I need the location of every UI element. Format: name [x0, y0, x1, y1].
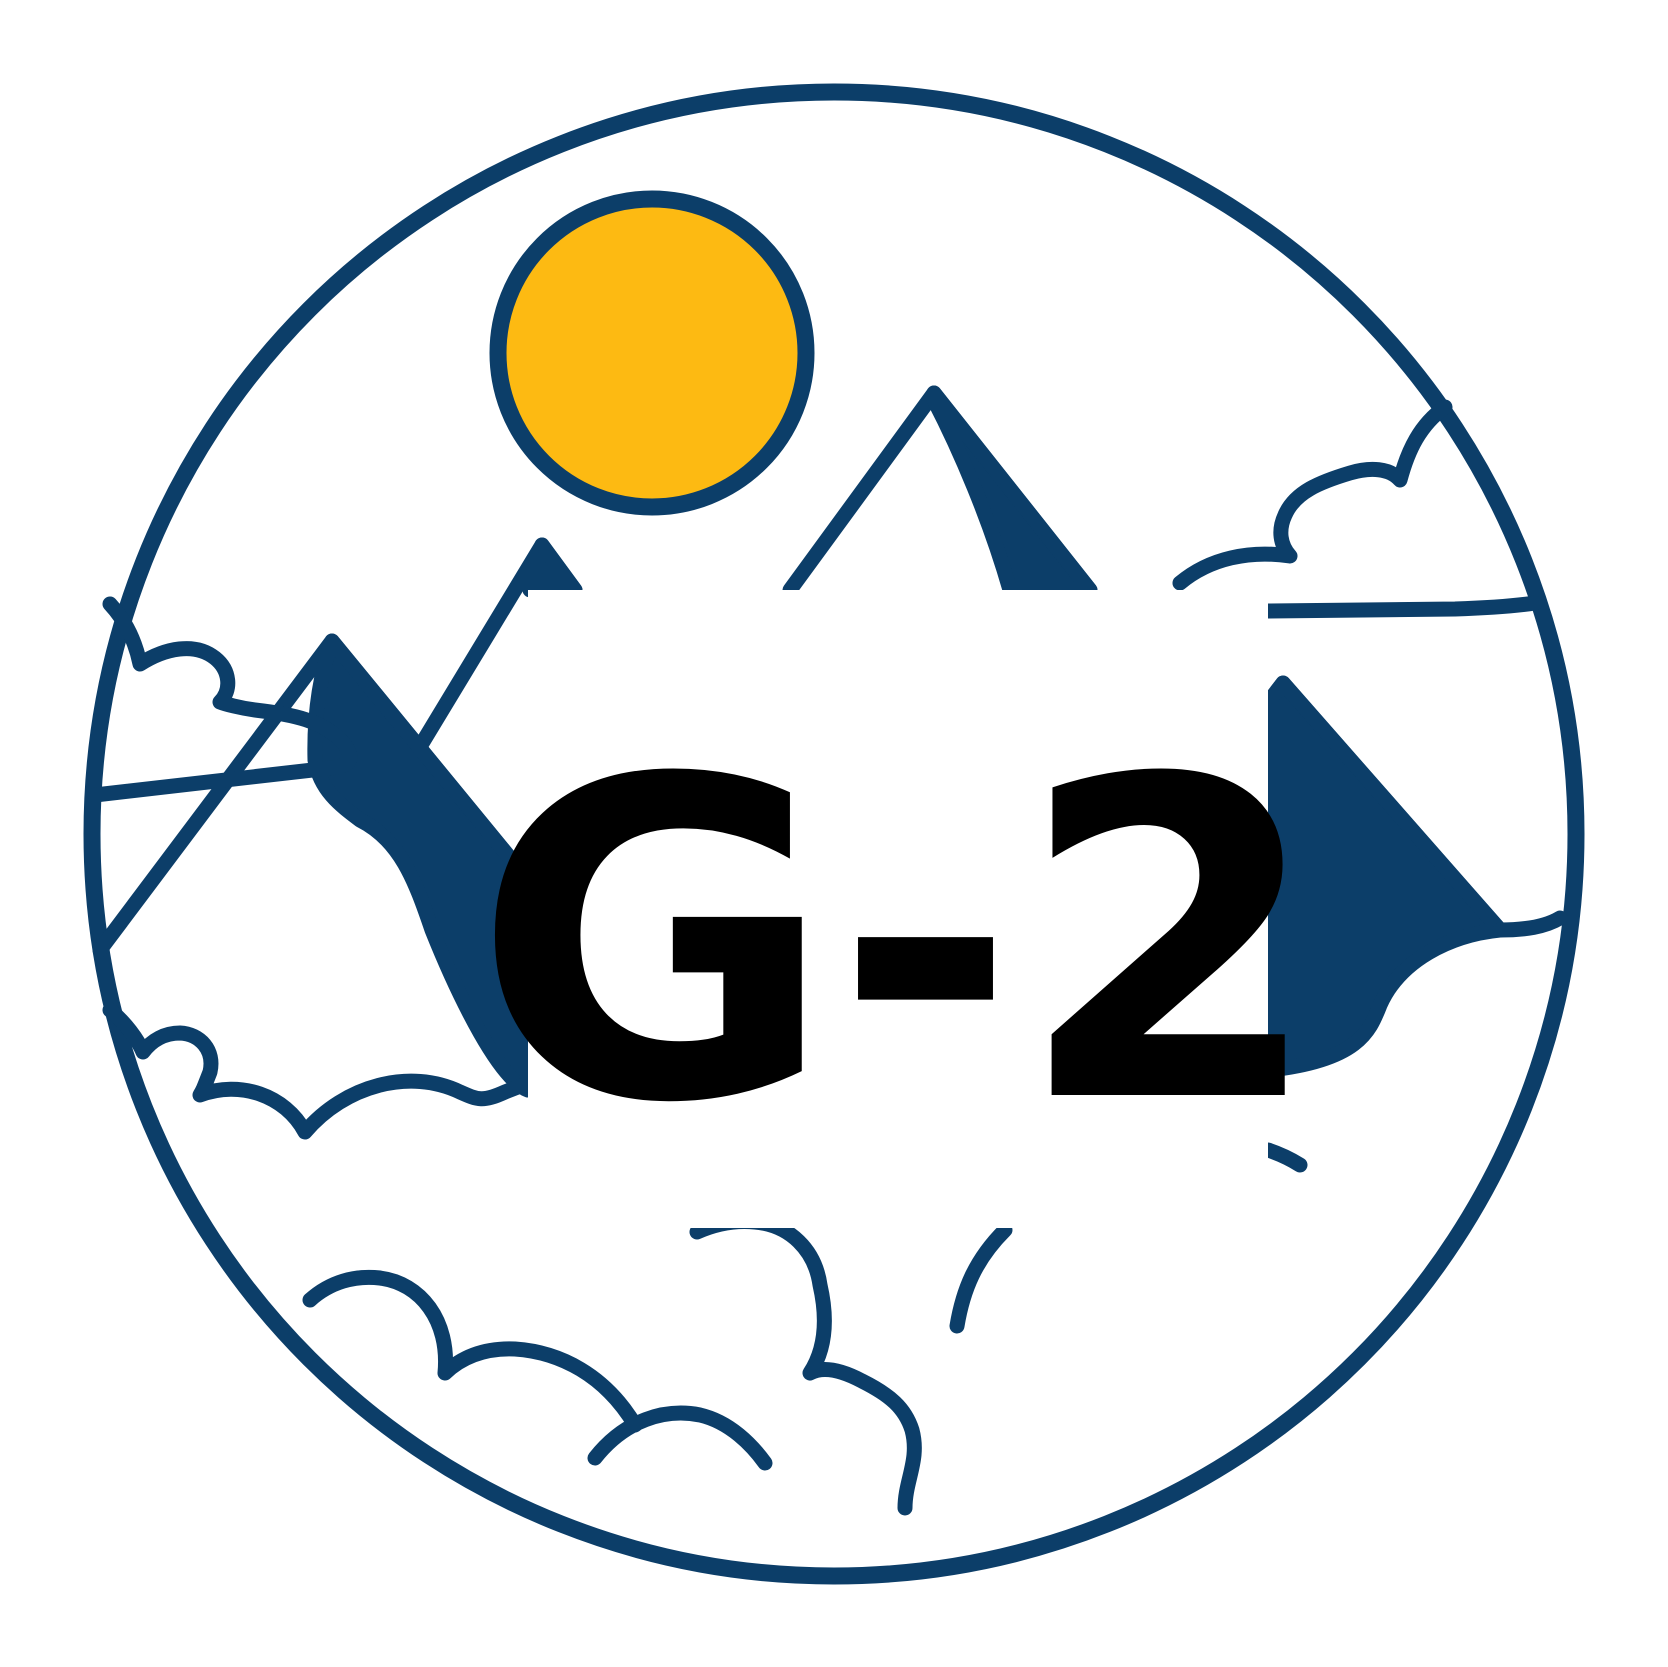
sun-icon: [489, 190, 815, 516]
mountains-icon: [92, 385, 1508, 1098]
badge-label: G-2: [473, 687, 1323, 1199]
label-background: [528, 590, 1268, 1228]
clouds-icon: [87, 399, 1568, 1516]
